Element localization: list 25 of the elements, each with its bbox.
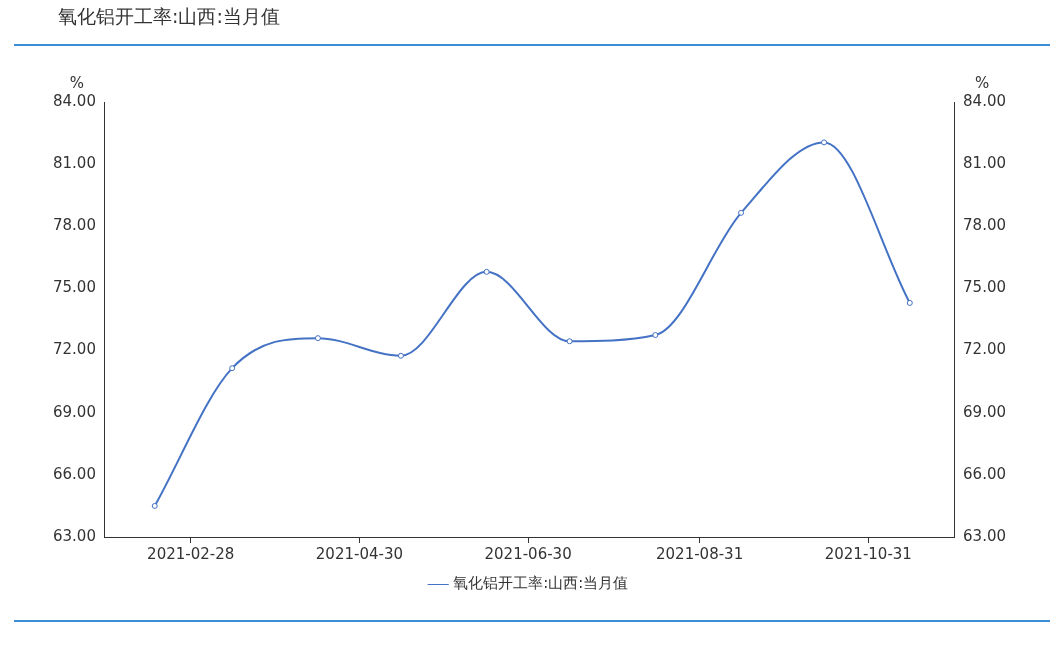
legend-label: 氧化铝开工率:山西:当月值: [453, 574, 629, 593]
y2-tick-label: 78.00: [963, 216, 1007, 235]
y-tick-label: 75.00: [52, 278, 96, 297]
x-tick-label: 2021-02-28: [147, 544, 235, 563]
y-tick-label: 84.00: [52, 91, 96, 110]
y2-axis-title: %: [974, 74, 990, 93]
y2-tick-label: 66.00: [963, 464, 1007, 483]
y-tick-label: 69.00: [52, 402, 96, 421]
y-tick-label: 81.00: [52, 154, 96, 173]
x-tick-label: 2021-06-30: [484, 544, 572, 563]
y2-tick-label: 75.00: [963, 278, 1007, 297]
y-tick-label: 66.00: [52, 464, 96, 483]
y-tick-label: 63.00: [52, 526, 96, 545]
y2-tick-label: 63.00: [963, 526, 1007, 545]
y2-tick-label: 69.00: [963, 402, 1007, 421]
y-axis-title: %: [69, 74, 85, 93]
y2-tick-label: 72.00: [963, 340, 1007, 359]
chart-title: 氧化铝开工率:山西:当月值: [58, 4, 280, 29]
x-tick-label: 2021-08-31: [656, 544, 744, 563]
x-tick-label: 2021-10-31: [824, 544, 912, 563]
y2-tick-label: 81.00: [963, 154, 1007, 173]
x-tick-label: 2021-04-30: [315, 544, 403, 563]
y-tick-label: 72.00: [52, 340, 96, 359]
y-tick-label: 78.00: [52, 216, 96, 235]
y2-tick-label: 84.00: [963, 91, 1007, 110]
